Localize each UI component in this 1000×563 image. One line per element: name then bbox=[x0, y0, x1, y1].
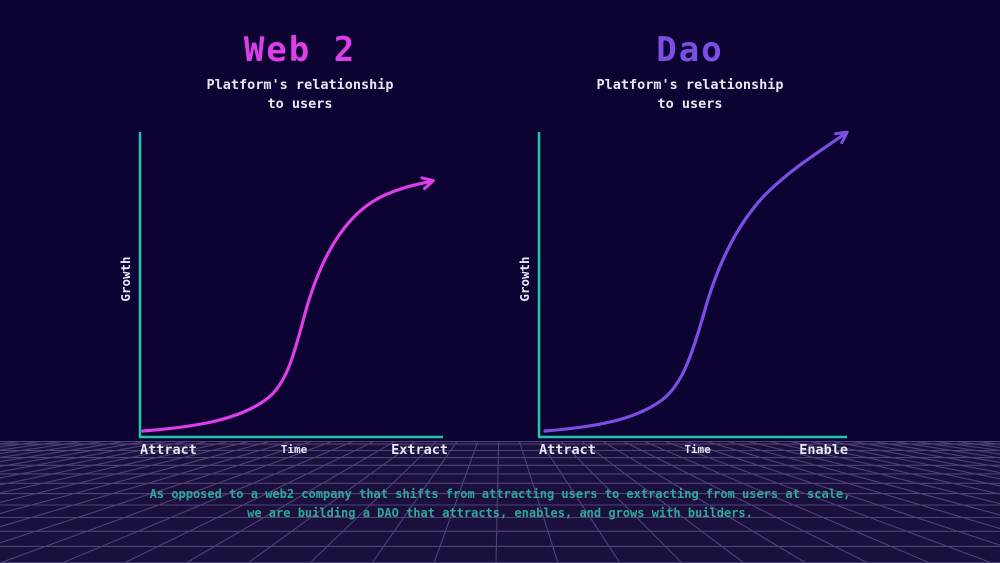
chart-dao: Growth bbox=[517, 130, 849, 439]
x-start-label-web2: Attract bbox=[140, 442, 197, 458]
y-axis-label-dao: Growth bbox=[517, 256, 532, 301]
x-axis-labels-dao: Attract Time Enable bbox=[539, 442, 848, 458]
growth-curve-dao bbox=[543, 130, 849, 433]
panel-title-dao: Dao bbox=[656, 30, 724, 70]
panel-subtitle-web2: Platform's relationship to users bbox=[206, 77, 394, 112]
x-axis-title-dao: Time bbox=[684, 443, 711, 456]
x-axis-labels-web2: Attract Time Extract bbox=[140, 442, 448, 458]
panel-header-dao: Dao Platform's relationship to users bbox=[535, 30, 845, 114]
panel-header-web2: Web 2 Platform's relationship to users bbox=[145, 30, 455, 114]
x-end-label-web2: Extract bbox=[391, 442, 448, 458]
y-axis-label-web2: Growth bbox=[118, 256, 133, 301]
panel-title-web2: Web 2 bbox=[243, 30, 357, 70]
growth-curve-web2 bbox=[141, 176, 435, 433]
panel-subtitle-dao: Platform's relationship to users bbox=[596, 77, 784, 112]
perspective-grid bbox=[0, 441, 1000, 563]
chart-web2: Growth bbox=[118, 132, 443, 439]
x-end-label-dao: Enable bbox=[799, 442, 848, 458]
x-start-label-dao: Attract bbox=[539, 442, 596, 458]
slide-caption: As opposed to a web2 company that shifts… bbox=[149, 487, 851, 520]
x-axis-title-web2: Time bbox=[280, 443, 308, 456]
